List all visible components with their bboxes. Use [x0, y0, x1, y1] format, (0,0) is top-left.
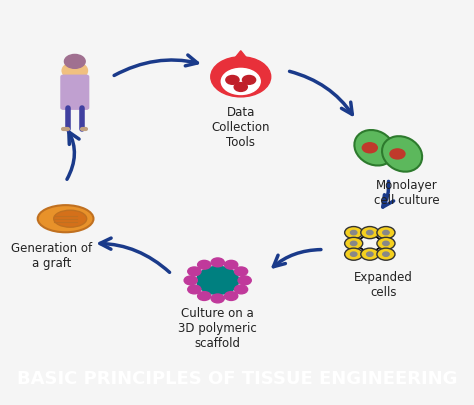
Circle shape	[366, 230, 373, 235]
Circle shape	[361, 226, 379, 239]
Circle shape	[225, 292, 238, 301]
Circle shape	[345, 237, 363, 249]
Circle shape	[377, 226, 395, 239]
Circle shape	[234, 83, 247, 92]
Circle shape	[383, 230, 389, 235]
Ellipse shape	[355, 130, 394, 166]
Circle shape	[188, 285, 201, 294]
Text: Generation of
a graft: Generation of a graft	[11, 242, 92, 270]
Circle shape	[350, 252, 357, 256]
Circle shape	[238, 276, 251, 285]
Text: BASIC PRINCIPLES OF TISSUE ENGINEERING: BASIC PRINCIPLES OF TISSUE ENGINEERING	[17, 370, 457, 388]
Circle shape	[225, 260, 238, 269]
Circle shape	[211, 57, 271, 97]
Text: Expanded
cells: Expanded cells	[354, 271, 413, 299]
Circle shape	[350, 230, 357, 235]
Polygon shape	[220, 51, 262, 77]
Circle shape	[377, 237, 395, 249]
Circle shape	[198, 292, 211, 301]
Circle shape	[345, 248, 363, 260]
Circle shape	[188, 267, 201, 276]
Circle shape	[235, 267, 247, 276]
Circle shape	[62, 62, 88, 79]
Circle shape	[350, 241, 357, 245]
Circle shape	[64, 54, 85, 68]
Ellipse shape	[382, 136, 422, 172]
Ellipse shape	[54, 210, 87, 227]
FancyBboxPatch shape	[61, 75, 89, 109]
Circle shape	[362, 143, 377, 153]
Text: Monolayer
cell culture: Monolayer cell culture	[374, 179, 439, 207]
Circle shape	[383, 241, 389, 245]
Circle shape	[211, 258, 224, 267]
Circle shape	[243, 75, 255, 84]
Circle shape	[377, 248, 395, 260]
Circle shape	[390, 149, 405, 159]
Circle shape	[226, 75, 239, 84]
Circle shape	[197, 266, 239, 294]
Circle shape	[361, 248, 379, 260]
Circle shape	[211, 294, 224, 303]
Circle shape	[383, 252, 389, 256]
Text: Culture on a
3D polymeric
scaffold: Culture on a 3D polymeric scaffold	[178, 307, 257, 350]
Circle shape	[184, 276, 197, 285]
Circle shape	[198, 260, 211, 269]
Circle shape	[345, 226, 363, 239]
Text: Data
Collection
Tools: Data Collection Tools	[211, 106, 270, 149]
Ellipse shape	[38, 205, 93, 232]
Circle shape	[221, 68, 260, 94]
Circle shape	[366, 252, 373, 256]
Circle shape	[235, 285, 247, 294]
